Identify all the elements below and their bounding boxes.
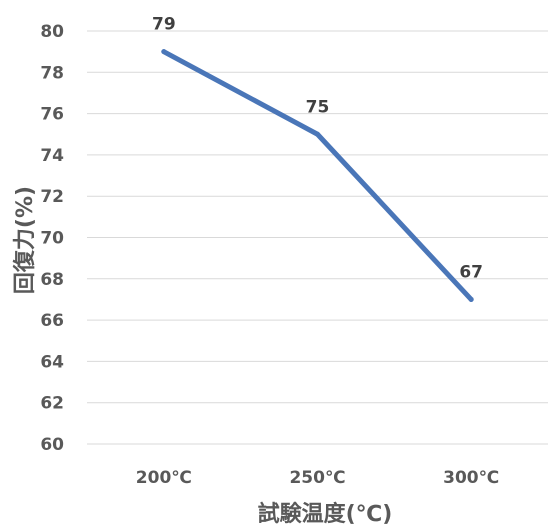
x-tick-label: 250℃ — [289, 468, 345, 488]
data-point — [468, 296, 474, 302]
y-axis-title: 回復力(%) — [12, 186, 38, 294]
data-labels: 79 75 67 — [152, 15, 483, 283]
data-point — [161, 49, 167, 55]
data-label: 79 — [152, 15, 176, 35]
y-tick-label: 74 — [40, 146, 64, 166]
y-tick-label: 78 — [40, 63, 64, 83]
y-tick-label: 72 — [40, 187, 64, 207]
y-axis-tick-labels: 60 62 64 66 68 70 72 74 76 78 80 — [40, 22, 64, 455]
data-label: 67 — [459, 262, 483, 282]
data-label: 75 — [306, 97, 330, 117]
y-tick-label: 68 — [40, 270, 64, 290]
x-axis-tick-labels: 200℃ 250℃ 300℃ — [136, 468, 499, 488]
y-tick-label: 80 — [40, 22, 64, 42]
x-tick-label: 300℃ — [443, 468, 499, 488]
data-point — [315, 131, 320, 137]
y-tick-label: 62 — [40, 394, 64, 414]
y-tick-label: 70 — [40, 229, 64, 249]
y-tick-label: 64 — [40, 352, 64, 372]
series-line — [161, 49, 474, 302]
x-tick-label: 200℃ — [136, 468, 192, 488]
x-axis-title: 試験温度(℃) — [258, 501, 393, 527]
y-tick-label: 66 — [40, 311, 64, 331]
y-tick-label: 76 — [40, 105, 64, 125]
series-group — [161, 49, 474, 302]
y-tick-label: 60 — [40, 435, 64, 455]
gridlines — [87, 30, 548, 445]
